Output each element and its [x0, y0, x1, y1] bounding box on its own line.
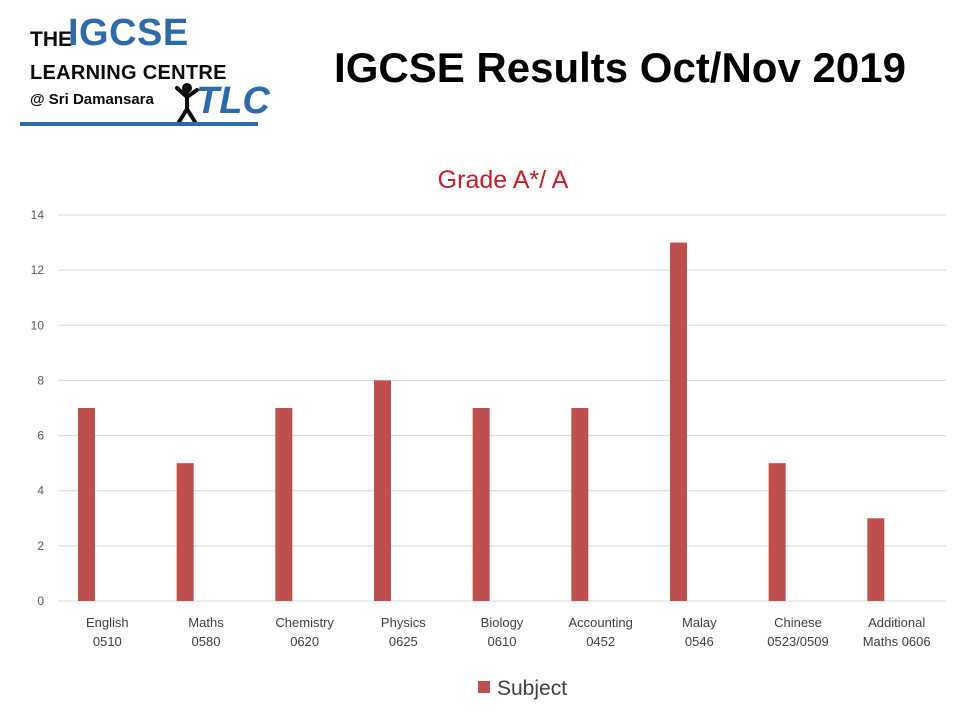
- y-tick-label: 4: [37, 484, 44, 498]
- bar: [275, 408, 293, 601]
- x-category-label: Maths 0606: [863, 634, 931, 649]
- logo-the-text: THE: [30, 28, 72, 51]
- y-tick-label: 8: [37, 373, 44, 387]
- legend-label: Subject: [497, 677, 567, 700]
- x-category-label: Maths: [188, 615, 224, 630]
- page-title: IGCSE Results Oct/Nov 2019: [334, 44, 906, 91]
- x-category-label: Physics: [381, 615, 426, 630]
- bar: [867, 518, 885, 601]
- y-tick-label: 6: [37, 429, 44, 443]
- y-tick-label: 0: [37, 594, 44, 608]
- x-category-label: 0620: [290, 634, 319, 649]
- chart-title: Grade A*/ A: [438, 166, 569, 194]
- x-axis-labels: English 0510 Maths 0580 Chemistry 0620 Physics…: [86, 615, 931, 649]
- bars: [78, 242, 885, 602]
- legend: Subject: [478, 677, 567, 700]
- x-category-label: 0452: [586, 634, 615, 649]
- y-tick-label: 14: [31, 208, 45, 222]
- y-tick-label: 2: [37, 539, 44, 553]
- bar: [78, 408, 95, 601]
- bar: [176, 463, 194, 601]
- x-category-label: Additional: [868, 615, 925, 630]
- x-category-label: 0510: [93, 634, 122, 649]
- x-category-label: Chinese: [774, 615, 822, 630]
- bar: [670, 242, 687, 602]
- bar: [374, 380, 391, 601]
- legend-swatch: [478, 681, 490, 693]
- logo-learning-centre-text: LEARNING CENTRE: [30, 62, 227, 84]
- x-category-label: English: [86, 615, 129, 630]
- bar: [571, 408, 589, 601]
- y-tick-label: 10: [31, 318, 45, 332]
- gridlines: [58, 214, 946, 602]
- bar: [768, 463, 786, 601]
- jumping-figure-icon: [175, 83, 199, 124]
- y-tick-label: 12: [31, 263, 45, 277]
- y-axis-ticks: 0 2 4 6 8 10 12 14: [31, 208, 45, 608]
- logo-location-text: @ Sri Damansara: [30, 91, 154, 108]
- logo-underline: [20, 122, 258, 126]
- x-category-label: Malay: [682, 615, 717, 630]
- bar-chart: Grade A*/ A 0 2 4 6 8 10 12 14 English 0510 Maths…: [31, 166, 946, 700]
- logo-tlc-text: TLC: [196, 80, 270, 122]
- x-category-label: Accounting: [569, 615, 633, 630]
- x-category-label: 0580: [192, 634, 221, 649]
- x-category-label: 0523/0509: [767, 634, 828, 649]
- x-category-label: Chemistry: [275, 615, 334, 630]
- logo: THE IGCSE LEARNING CENTRE @ Sri Damansar…: [20, 12, 270, 128]
- x-category-label: Biology: [481, 615, 524, 630]
- x-category-label: 0625: [389, 634, 418, 649]
- x-category-label: 0546: [685, 634, 714, 649]
- bar: [472, 408, 490, 601]
- logo-igcse-text: IGCSE: [68, 12, 189, 54]
- x-category-label: 0610: [488, 634, 517, 649]
